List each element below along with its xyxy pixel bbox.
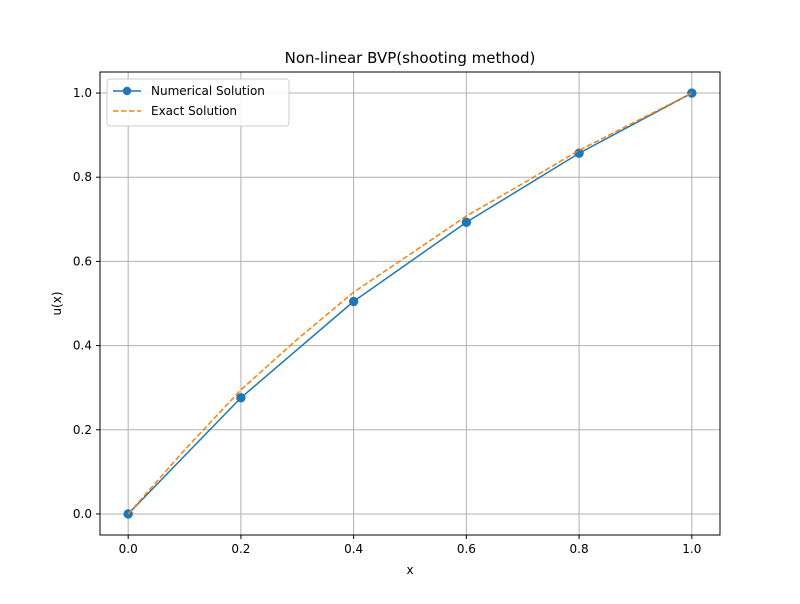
y-tick-label: 0.6: [73, 254, 92, 268]
axis-ticks: 0.0 0.2 0.4 0.6 0.8 1.0 0.0 0.2 0.4 0.6 0.8 1.0: [73, 86, 701, 556]
y-tick-label: 0.0: [73, 507, 92, 521]
x-tick-label: 0.2: [231, 542, 250, 556]
series-line-2: [127, 92, 693, 515]
y-tick-label: 1.0: [73, 86, 92, 100]
series-point-1: [348, 296, 359, 307]
chart-title: Non-linear BVP(shooting method): [285, 49, 536, 67]
x-tick-label: 0.4: [344, 542, 363, 556]
legend-marker-1: [122, 86, 132, 96]
legend-label-1: Numerical Solution: [151, 84, 265, 98]
series-point-1: [461, 217, 472, 227]
y-tick-label: 0.8: [73, 170, 92, 184]
legend: Numerical Solution Exact Solution: [106, 78, 290, 127]
y-tick-label: 0.2: [73, 423, 92, 437]
x-tick-label: 0.8: [570, 542, 589, 556]
series-layer: [123, 88, 697, 519]
legend-label-2: Exact Solution: [151, 104, 237, 118]
series-point-1: [687, 88, 697, 98]
x-axis-label: x: [406, 563, 413, 577]
y-tick-label: 0.4: [73, 339, 92, 353]
series-point-1: [236, 393, 246, 403]
x-tick-label: 1.0: [682, 542, 701, 556]
y-axis-label: u(x): [50, 291, 64, 315]
legend-box: [106, 78, 290, 127]
axes-frame: [99, 71, 721, 536]
x-tick-label: 0.6: [457, 542, 476, 556]
x-tick-label: 0.0: [119, 542, 138, 556]
series-line-1: [127, 92, 693, 515]
series-point-1: [574, 148, 584, 158]
